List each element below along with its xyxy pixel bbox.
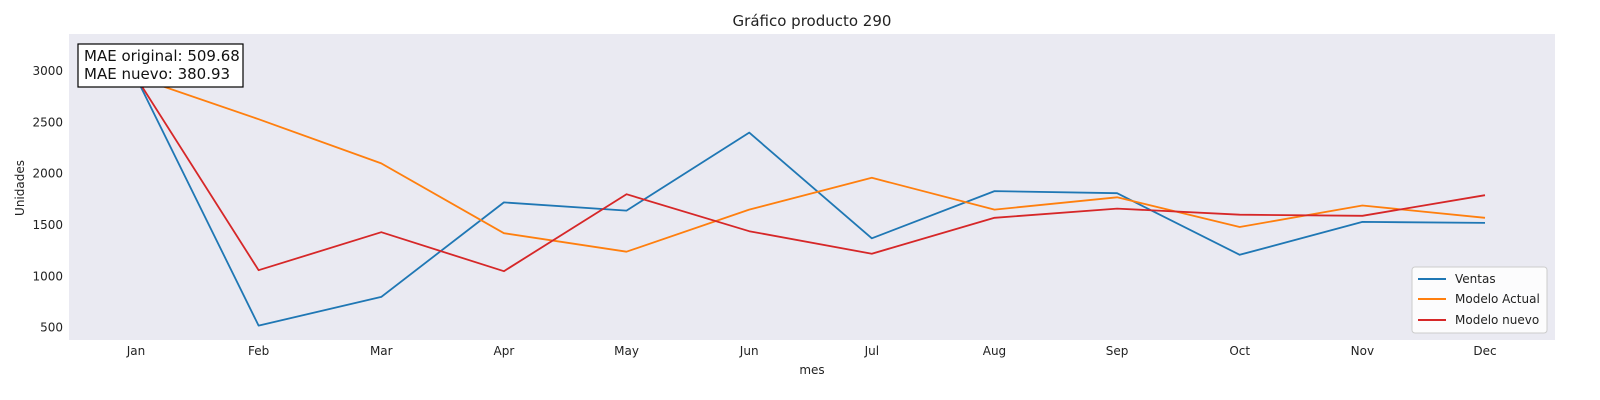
series-line-modelo-actual	[135, 76, 1486, 253]
series-line-ventas	[135, 76, 1486, 327]
y-tick-label: 1000	[32, 269, 63, 283]
x-tick-label: Jul	[864, 344, 879, 358]
annotation-box	[77, 43, 244, 88]
x-tick-label: Mar	[370, 344, 393, 358]
x-tick-label: Jun	[739, 344, 759, 358]
legend: Ventas Modelo Actual Modelo nuevo	[1411, 266, 1548, 334]
x-tick-label: May	[614, 344, 639, 358]
legend-box	[1411, 266, 1548, 334]
mae-annotation: MAE original: 509.68 MAE nuevo: 380.93	[77, 43, 244, 88]
annotation-line-2: MAE nuevo: 380.93	[84, 65, 230, 83]
y-tick-label: 2500	[32, 115, 63, 129]
y-tick-label: 500	[40, 321, 63, 335]
x-tick-label: Oct	[1229, 344, 1250, 358]
y-tick-label: 1500	[32, 218, 63, 232]
x-tick-label: Feb	[248, 344, 269, 358]
y-axis-label: Unidades	[13, 160, 27, 216]
x-axis-label: mes	[799, 363, 824, 377]
annotation-line-1: MAE original: 509.68	[84, 47, 240, 65]
x-tick-label: Sep	[1106, 344, 1129, 358]
x-tick-label: Aug	[983, 344, 1006, 358]
legend-label-ventas: Ventas	[1455, 272, 1496, 286]
y-tick-label: 3000	[32, 64, 63, 78]
series-lines	[135, 76, 1486, 327]
y-tick-label: 2000	[32, 167, 63, 181]
chart-title: Gráfico producto 290	[733, 12, 892, 30]
x-tick-label: Apr	[494, 344, 515, 358]
x-axis-ticks: Jan Feb Mar Apr May Jun Jul Aug Sep Oct Nov Dec	[126, 344, 1497, 358]
series-line-modelo-nuevo	[135, 76, 1486, 273]
x-tick-label: Jan	[126, 344, 146, 358]
legend-label-modelo-actual: Modelo Actual	[1455, 292, 1540, 306]
y-axis-ticks: 500 1000 1500 2000 2500 3000	[32, 64, 63, 335]
x-tick-label: Dec	[1473, 344, 1496, 358]
legend-label-modelo-nuevo: Modelo nuevo	[1455, 313, 1539, 327]
x-tick-label: Nov	[1351, 344, 1374, 358]
